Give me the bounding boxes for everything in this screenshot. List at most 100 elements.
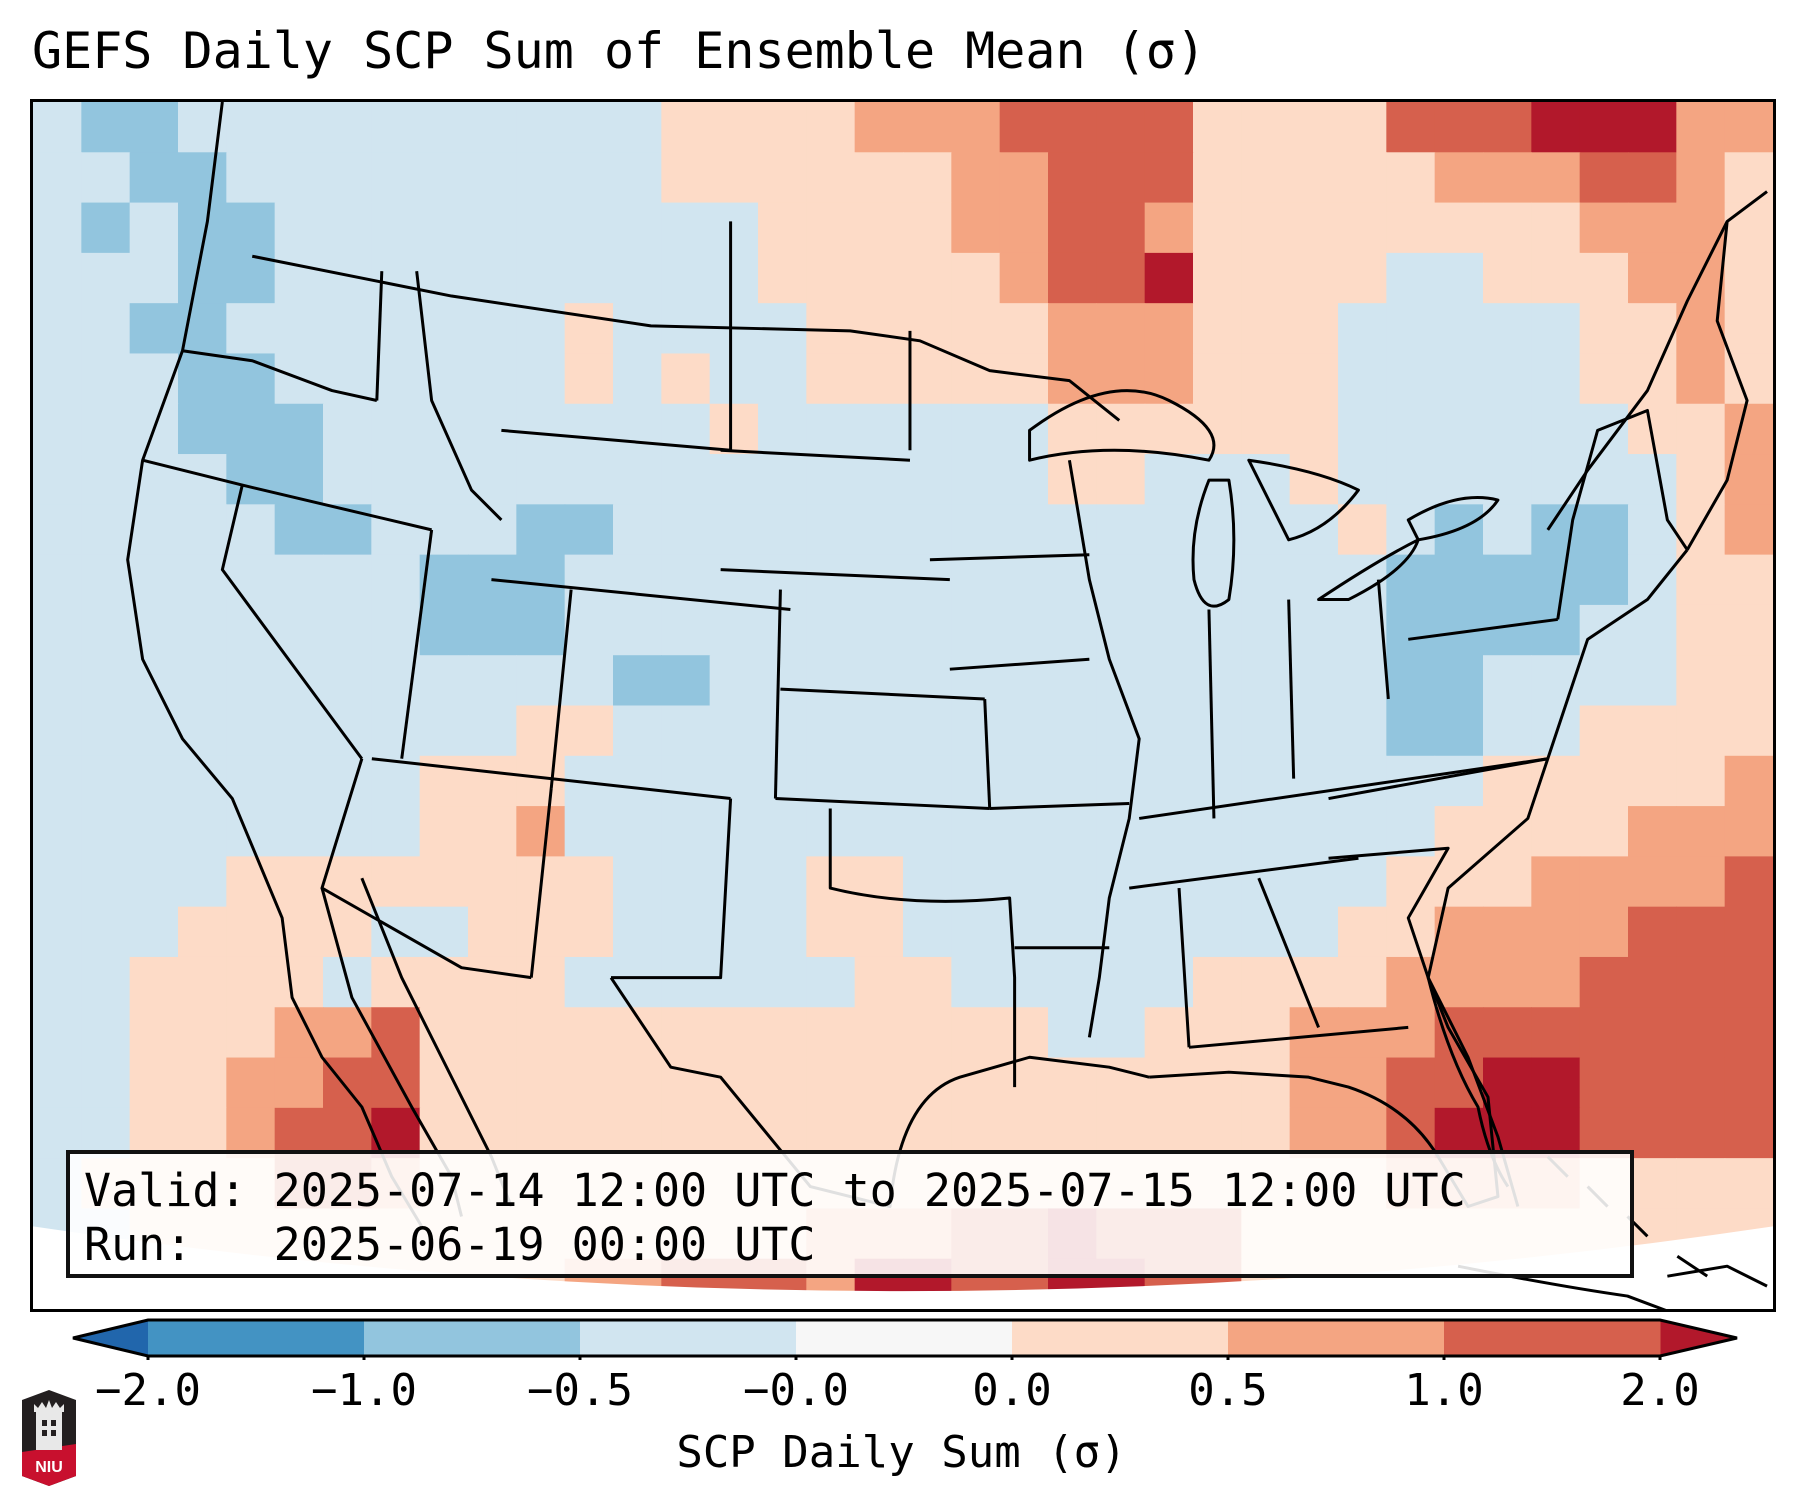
heatmap-cell	[81, 604, 131, 656]
heatmap-cell	[81, 554, 131, 606]
heatmap-cell	[468, 755, 517, 807]
heatmap-cell	[516, 403, 566, 455]
heatmap-cell	[806, 102, 856, 153]
heatmap-cell	[468, 152, 517, 204]
heatmap-cell	[1531, 403, 1581, 455]
heatmap-cell	[129, 353, 179, 405]
heatmap-cell	[1096, 252, 1146, 304]
heatmap-cell	[806, 755, 856, 807]
heatmap-cell	[1386, 454, 1436, 505]
coastline-hispaniola	[1667, 1264, 1768, 1288]
border-nd-sd	[720, 448, 911, 462]
heatmap-cell	[1434, 353, 1484, 405]
heatmap-cell	[806, 252, 856, 304]
heatmap-cell	[613, 504, 662, 556]
heatmap-cell	[1241, 956, 1291, 1008]
colorbar-segment	[364, 1320, 581, 1356]
heatmap-cell	[1048, 504, 1097, 556]
heatmap-cell	[1338, 806, 1387, 857]
heatmap-cell	[1386, 102, 1436, 153]
heatmap-cell	[178, 554, 227, 606]
heatmap-cell	[613, 102, 662, 153]
heatmap-cell	[419, 202, 469, 254]
heatmap-cell	[1048, 152, 1097, 204]
heatmap-cell	[564, 604, 614, 656]
heatmap-cell	[661, 906, 711, 958]
heatmap-cell	[661, 956, 711, 1008]
heatmap-cell	[129, 755, 179, 807]
heatmap-cell	[516, 1007, 566, 1059]
heatmap-cell	[1724, 856, 1773, 908]
border-sd-ne	[720, 568, 950, 582]
heatmap-cell	[903, 1007, 952, 1059]
heatmap-cell	[1289, 906, 1339, 958]
heatmap-cell	[1386, 956, 1436, 1008]
border-mo-ar	[989, 802, 1130, 810]
logo-tower-icon	[36, 1412, 62, 1450]
heatmap-cell	[468, 806, 517, 857]
heatmap-cell	[178, 655, 227, 707]
heatmap-cell	[1628, 856, 1677, 908]
heatmap-cell	[274, 252, 324, 304]
heatmap-cell	[1289, 102, 1339, 153]
heatmap-cell	[709, 152, 759, 204]
heatmap-cell	[1579, 353, 1629, 405]
heatmap-cell	[81, 705, 131, 757]
heatmap-cell	[951, 604, 1001, 656]
heatmap-cell	[1628, 1007, 1677, 1059]
heatmap-cell	[33, 504, 82, 556]
heatmap-cell	[371, 252, 421, 304]
border-ks-ok	[775, 797, 990, 810]
heatmap-cell	[81, 504, 131, 556]
heatmap-cell	[1193, 906, 1242, 958]
heatmap-cell	[371, 1057, 421, 1109]
heatmap-cell	[1676, 504, 1726, 556]
heatmap-cell	[323, 152, 372, 204]
heatmap-cell	[226, 655, 276, 707]
heatmap-cell	[419, 806, 469, 857]
heatmap-cell	[468, 454, 517, 505]
heatmap-cell	[468, 102, 517, 153]
heatmap-cell	[1338, 152, 1387, 204]
heatmap-cell	[468, 1007, 517, 1059]
heatmap-cell	[1724, 252, 1773, 304]
heatmap-cell	[1579, 755, 1629, 807]
heatmap-cell	[1144, 604, 1194, 656]
heatmap-cell	[1096, 152, 1146, 204]
heatmap-cell	[371, 152, 421, 204]
heatmap-cell	[1193, 806, 1242, 857]
heatmap-cell	[371, 504, 421, 556]
heatmap-cell	[81, 856, 131, 908]
heatmap-cell	[33, 655, 82, 707]
heatmap-cell	[1531, 353, 1581, 405]
heatmap-cell	[854, 1057, 904, 1109]
heatmap-cell	[999, 705, 1049, 757]
heatmap-cell	[274, 604, 324, 656]
heatmap-cell	[806, 202, 856, 254]
heatmap-cell	[1676, 1158, 1726, 1210]
heatmap-cell	[1628, 554, 1677, 606]
heatmap-cell	[758, 353, 807, 405]
heatmap-cell	[1289, 202, 1339, 254]
heatmap-cell	[806, 906, 856, 958]
heatmap-cell	[1434, 303, 1484, 355]
heatmap-cell	[1096, 856, 1146, 908]
heatmap-cell	[1193, 705, 1242, 757]
map-title: GEFS Daily SCP Sum of Ensemble Mean (σ)	[32, 22, 1206, 80]
heatmap-cell	[371, 1007, 421, 1059]
border-mt-wy	[501, 428, 731, 452]
heatmap-cell	[1628, 705, 1677, 757]
heatmap-cell	[323, 906, 372, 958]
heatmap-cell	[1386, 202, 1436, 254]
heatmap-cell	[951, 1057, 1001, 1109]
heatmap-cell	[419, 303, 469, 355]
heatmap-cell	[226, 755, 276, 807]
heatmap-cell	[1193, 856, 1242, 908]
heatmap-cell	[1724, 806, 1773, 857]
heatmap-cell	[1531, 956, 1581, 1008]
heatmap-cell	[1289, 655, 1339, 707]
heatmap-cell	[468, 353, 517, 405]
heatmap-cell	[1241, 403, 1291, 455]
heatmap-cell	[1531, 856, 1581, 908]
heatmap-cell	[1483, 906, 1532, 958]
